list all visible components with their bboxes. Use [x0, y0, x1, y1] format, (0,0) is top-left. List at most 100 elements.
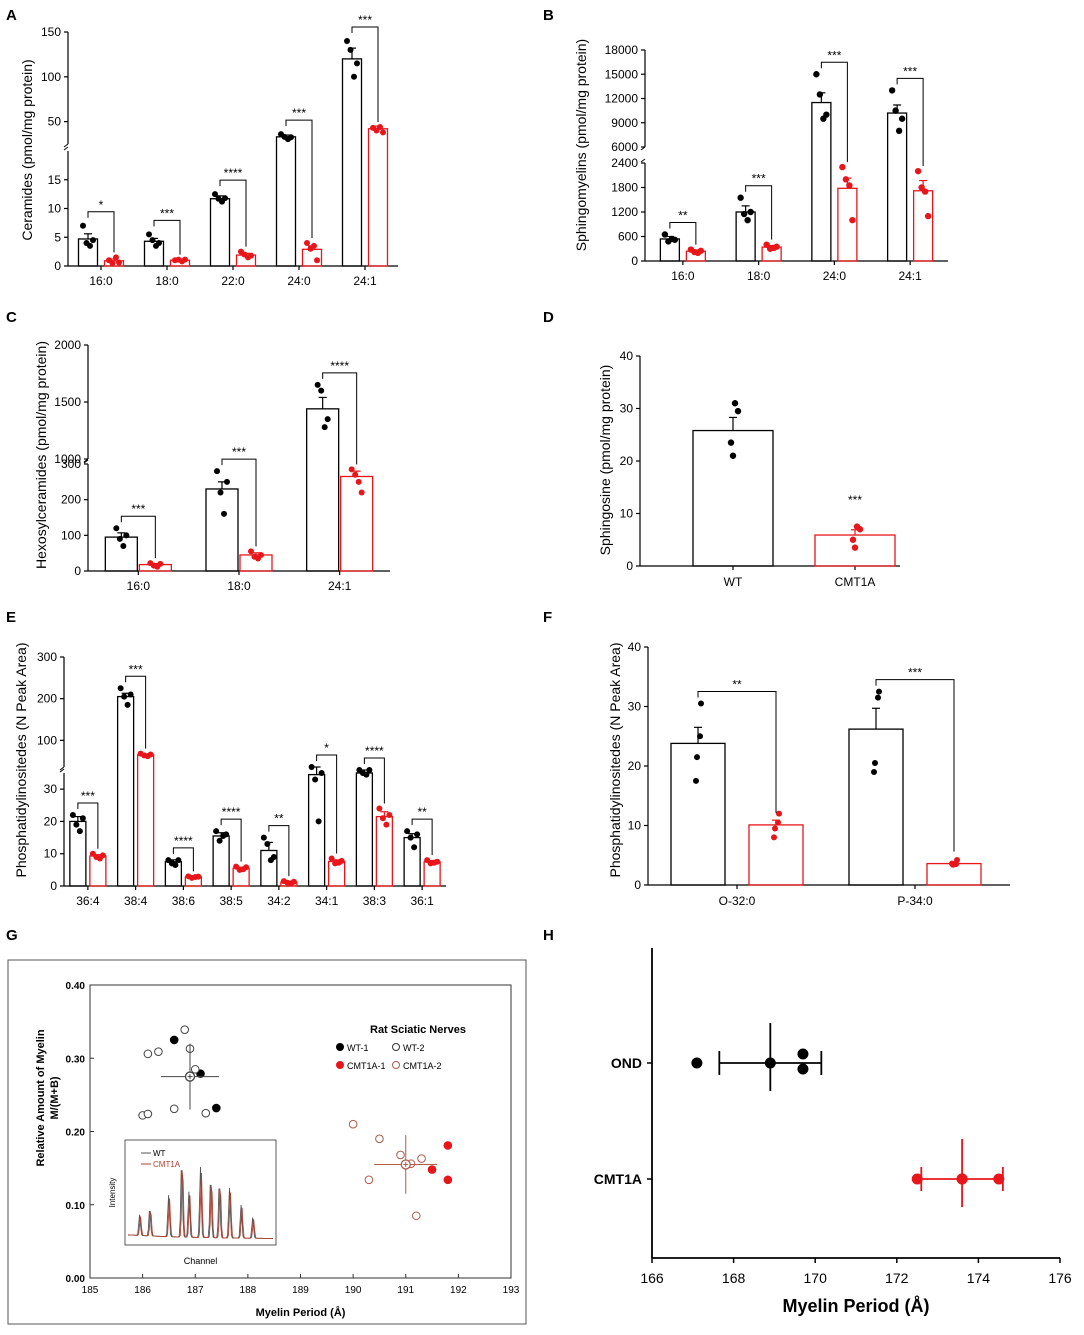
- panel-b-data-point: [747, 208, 754, 216]
- panel-c-data-point: [214, 468, 220, 475]
- panel-a-significance-bracket: [351, 26, 379, 122]
- panel-e-bar-wt: [355, 772, 374, 887]
- panel-f-xtick-label: O-32:0: [719, 894, 756, 908]
- panel-b-ytick-label: 2400: [611, 156, 638, 170]
- panel-d-data-point: [851, 544, 859, 551]
- panel-e-data-point: [76, 828, 83, 835]
- panel-g-point-cmt1a-1: [443, 1141, 453, 1150]
- panel-a-bar-wt: [341, 58, 363, 267]
- panel-b-data-point: [924, 212, 932, 220]
- panel-g-mean-cross: [403, 1161, 409, 1167]
- panel-a-axis-break: [63, 143, 69, 151]
- panel-g-ytick-label: 0.40: [66, 981, 86, 992]
- panel-e-data-point: [73, 821, 80, 828]
- panel-g-legend-label: CMT1A-1: [347, 1061, 386, 1071]
- panel-h-data-point: [797, 1063, 809, 1075]
- panel-a-data-point: [377, 123, 383, 130]
- panel-c-data-point: [120, 543, 127, 550]
- panel-b-data-point: [661, 231, 669, 238]
- panel-e-data-point: [216, 837, 223, 844]
- panel-e-xtick-label: 38:3: [363, 894, 387, 908]
- panel-b-data-point: [849, 216, 856, 224]
- panel-b-data-point: [740, 210, 748, 218]
- panel-e-significance-bracket: [172, 847, 194, 872]
- panel-a-data-point: [288, 134, 294, 141]
- panel-b-significance-label: ***: [752, 172, 766, 186]
- panel-a-ytick-label: 100: [41, 70, 61, 84]
- panel-d-ytick-label: 40: [620, 349, 634, 363]
- panel-a-data-point: [314, 257, 320, 264]
- panel-f-bar-wt: [848, 728, 904, 886]
- panel-g-point-cmt1a-2: [375, 1134, 384, 1144]
- panel-e-data-point: [121, 693, 128, 700]
- panel-e-significance-label: *: [324, 741, 329, 755]
- panel-a-data-point: [80, 222, 86, 229]
- panel-e-data-point: [127, 691, 134, 698]
- panel-c-ytick-label: 200: [61, 493, 81, 507]
- panel-f-data-point: [949, 860, 955, 867]
- panel-a-data-point: [304, 240, 310, 246]
- panel-b-xtick-label: 16:0: [671, 269, 695, 283]
- panel-c-significance-label: ***: [232, 445, 246, 459]
- panel-a-xtick-label: 16:0: [89, 274, 113, 288]
- panel-c-bar-wt: [104, 536, 138, 572]
- panel-b-data-point: [892, 107, 899, 114]
- panel-g-point-wt-1: [212, 1103, 221, 1113]
- panel-label-d: D: [543, 309, 554, 326]
- panel-f-significance-label: **: [732, 678, 742, 692]
- panel-f-significance-bracket: [697, 691, 777, 813]
- panel-c-significance-bracket: [322, 372, 358, 465]
- panel-a-xtick-label: 24:1: [353, 274, 377, 288]
- panel-f-significance-label: ***: [908, 666, 922, 680]
- panel-b-data-point: [888, 87, 896, 94]
- panel-e-significance-bracket: [363, 757, 385, 804]
- panel-e-significance-label: **: [417, 805, 427, 819]
- panel-c-data-point: [116, 535, 123, 542]
- panel-e-ytick-label: 200: [37, 692, 57, 706]
- panel-a-ytick-label: 50: [48, 115, 62, 129]
- panel-g-point-cmt1a-1: [427, 1165, 437, 1174]
- panel-h-data-point: [993, 1173, 1005, 1185]
- panel-g-inset-ylabel: Intensity: [108, 1178, 117, 1208]
- panel-g-frame: [7, 959, 527, 1325]
- panel-f-data-point: [775, 819, 781, 826]
- panel-c-data-point: [321, 424, 328, 431]
- panel-d-xtick-label: WT: [724, 575, 743, 589]
- panel-h-data-point: [691, 1057, 703, 1069]
- panel-e-bar-cmt1a: [375, 815, 394, 887]
- panel-c-ytick-label: 1500: [54, 395, 81, 409]
- panel-a-data-point: [212, 191, 218, 198]
- panel-g-point-wt-2: [154, 1047, 163, 1056]
- panel-c-ylabel: Hexosylceramides (pmol/mg protein): [33, 341, 49, 569]
- panel-a-data-point: [248, 252, 254, 259]
- panel-g-point-wt-2: [180, 1025, 190, 1034]
- panel-e-data-point: [260, 834, 267, 841]
- panel-e-significance-label: ****: [365, 744, 384, 758]
- panel-f-data-point: [694, 754, 700, 761]
- panel-e-data-point: [99, 852, 106, 859]
- panel-b-data-point: [671, 236, 679, 243]
- panel-g-legend-label: WT-1: [347, 1043, 369, 1053]
- panel-g-xtick-label: 192: [450, 1285, 467, 1296]
- panel-a-data-point: [109, 260, 116, 267]
- panel-b-xtick-label: 24:0: [823, 269, 847, 283]
- panel-d-data-point: [729, 452, 737, 459]
- panel-b-data-point: [823, 111, 830, 118]
- panel-b-data-point: [744, 216, 751, 224]
- panel-c-data-point: [113, 525, 120, 532]
- panel-c-data-point: [224, 478, 230, 485]
- panel-h-xtick-label: 176: [1048, 1270, 1072, 1286]
- panel-b-xtick-label: 18:0: [747, 269, 771, 283]
- panel-b-ytick-label: 0: [631, 254, 638, 268]
- panel-c-data-point: [318, 387, 325, 394]
- panel-g-inset-xlabel: Channel: [184, 1256, 218, 1266]
- panel-e-xtick-label: 38:4: [124, 894, 148, 908]
- panel-f-data-point: [772, 825, 778, 832]
- panel-e-data-point: [172, 862, 179, 869]
- panel-g-point-wt-2: [169, 1104, 179, 1114]
- panel-label-g: G: [6, 927, 18, 944]
- panel-b-ytick-label: 600: [618, 230, 638, 244]
- panel-g-point-wt-2: [143, 1049, 153, 1059]
- panel-d-ylabel: Sphingosine (pmol/mg protein): [597, 365, 613, 556]
- panel-a-xtick-label: 22:0: [221, 274, 245, 288]
